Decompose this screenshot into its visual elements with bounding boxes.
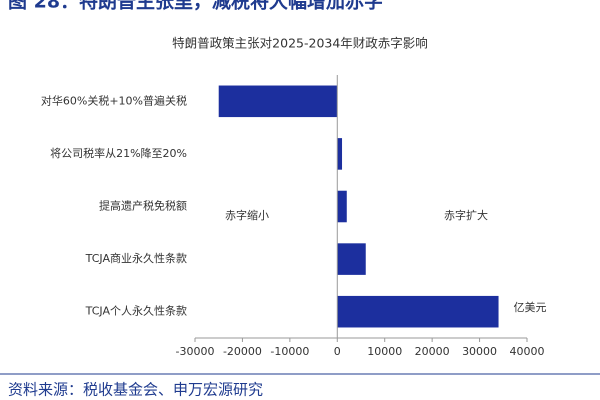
annotation: 赤字扩大 [444,208,488,222]
y-tick-label: TCJA个人永久性条款 [85,304,187,318]
x-tick-label: 40000 [510,345,545,358]
bar [337,138,343,170]
source: 资料来源：税收基金会、申万宏源研究 [8,381,263,399]
y-tick-label: 提高遗产税免税额 [99,199,187,213]
y-tick-label: 将公司税率从21%降至20% [50,146,187,160]
bar [218,85,338,118]
x-tick-label: 10000 [367,345,402,358]
annotation: 赤字缩小 [225,208,269,222]
y-tick-label: TCJA商业永久性条款 [85,251,187,265]
y-tick-label: 对华60%关税+10%普遍关税 [41,93,187,107]
x-tick-label: 20000 [415,345,450,358]
x-tick-label: 30000 [462,345,497,358]
x-tick-label: 0 [334,345,341,358]
bar [337,295,499,328]
x-tick-label: -10000 [270,345,309,358]
chart-title: 特朗普政策主张对2025-2034年财政赤字影响 [172,36,428,51]
bar [337,243,366,275]
x-tick-label: -20000 [223,345,262,358]
annotation: 亿美元 [514,301,547,314]
x-tick-label: -30000 [176,345,215,358]
page-header: 图 28：特朗普主张里，减税将大幅增加赤字 [8,0,383,13]
bar [337,190,347,223]
